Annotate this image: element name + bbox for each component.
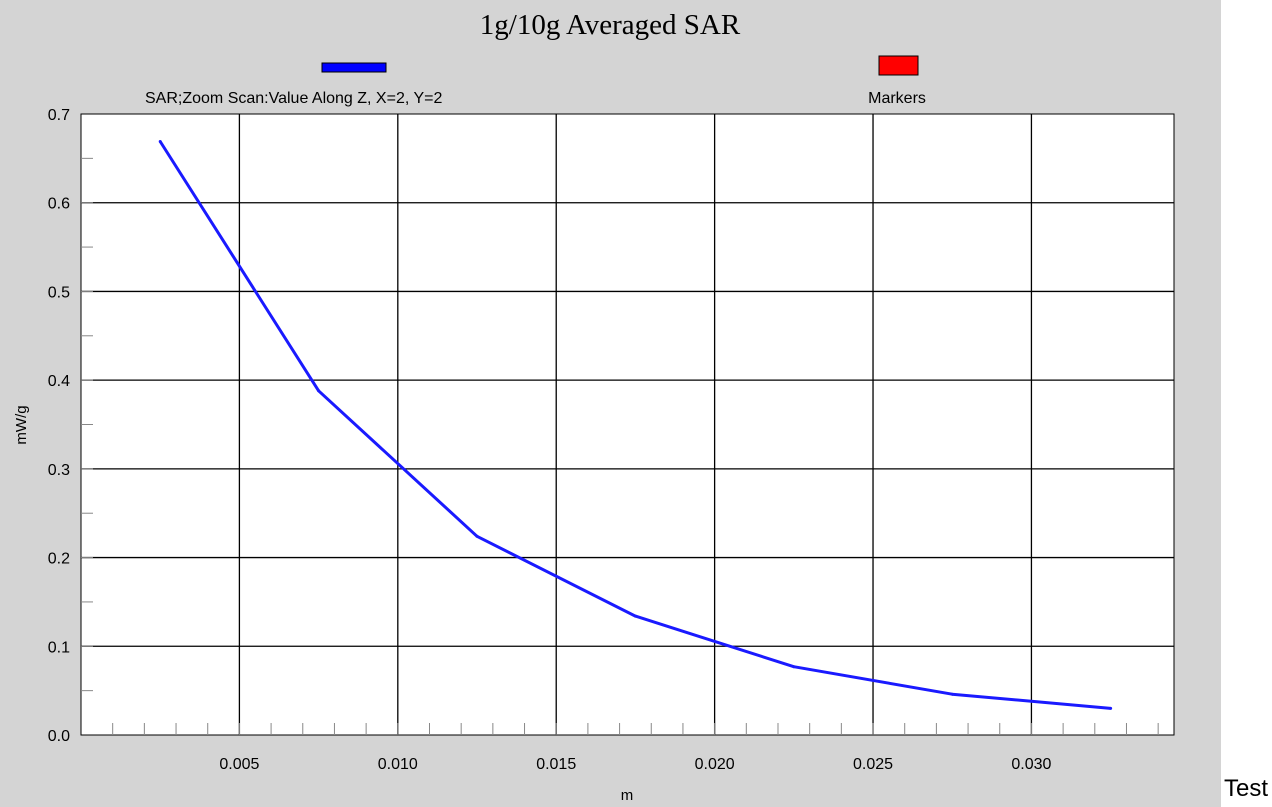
y-tick-label: 0.5 <box>48 284 70 301</box>
y-tick-label: 0.7 <box>48 107 70 124</box>
side-note-text: Test <box>1224 775 1269 802</box>
data-point <box>950 692 954 696</box>
y-tick-label: 0.1 <box>48 639 70 656</box>
y-tick-label: 0.0 <box>48 728 70 745</box>
y-axis-label: mW/g <box>13 405 30 444</box>
legend-label-markers: Markers <box>868 90 926 107</box>
legend-label-sar: SAR;Zoom Scan:Value Along Z, X=2, Y=2 <box>145 90 442 107</box>
y-tick-label: 0.2 <box>48 551 70 568</box>
chart-panel: 1g/10g Averaged SAR SAR;Zoom Scan:Value … <box>0 0 1221 807</box>
minor-ticks <box>81 157 1159 735</box>
y-tick-label: 0.4 <box>48 373 70 390</box>
x-tick-label: 0.020 <box>695 756 735 773</box>
data-point <box>317 389 321 393</box>
y-tick-labels: 0.0 0.1 0.2 0.3 0.4 0.5 0.6 0.7 <box>48 107 70 745</box>
y-tick-label: 0.3 <box>48 462 70 479</box>
data-point <box>158 140 162 144</box>
chart-title: 1g/10g Averaged SAR <box>480 9 741 41</box>
data-point <box>792 665 796 669</box>
legend-swatch-markers <box>878 55 919 76</box>
x-tick-label: 0.030 <box>1011 756 1051 773</box>
x-tick-labels: 0.005 0.010 0.015 0.020 0.025 0.030 <box>219 756 1051 773</box>
grid-lines <box>81 114 1174 735</box>
plot-area <box>80 113 1175 736</box>
series-layer <box>158 140 1113 710</box>
x-tick-label: 0.025 <box>853 756 893 773</box>
legend-swatch-sar <box>321 62 387 73</box>
data-point <box>633 614 637 618</box>
data-point <box>1109 706 1113 710</box>
x-tick-label: 0.005 <box>219 756 259 773</box>
x-axis-label: m <box>621 787 634 804</box>
y-tick-label: 0.6 <box>48 196 70 213</box>
sar-line-chart: 1g/10g Averaged SAR SAR;Zoom Scan:Value … <box>13 9 1175 804</box>
x-tick-label: 0.010 <box>378 756 418 773</box>
data-point <box>475 534 479 538</box>
x-tick-label: 0.015 <box>536 756 576 773</box>
